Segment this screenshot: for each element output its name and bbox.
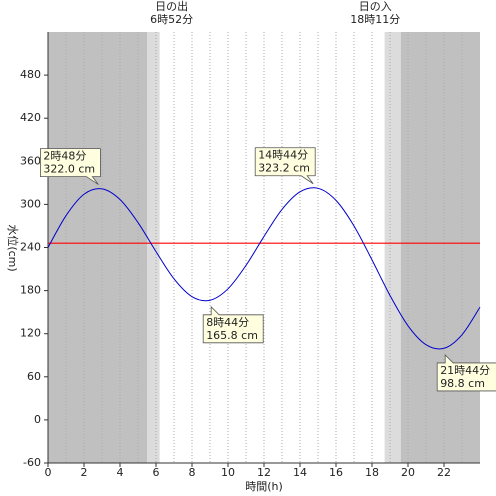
y-tick-label: 480 [20,68,41,81]
callout-time: 2時48分 [43,150,86,163]
sun-label: 日の出 [155,0,188,13]
x-axis-label: 時間(h) [245,480,283,493]
night-band [48,32,147,463]
callout-time: 21時44分 [440,364,490,377]
callout-value: 323.2 cm [258,162,310,175]
y-tick-label: 360 [20,154,41,167]
y-tick-label: -60 [23,456,41,469]
y-tick-label: 420 [20,111,41,124]
callout-box [436,353,496,392]
y-tick-label: 240 [20,241,41,254]
night-band [400,32,480,463]
x-tick-label: 12 [257,466,271,479]
sun-label: 日の入 [359,0,392,13]
y-tick-label: 60 [27,370,41,383]
callout-value: 165.8 cm [206,329,258,342]
x-tick-label: 4 [117,466,124,479]
tide-line [47,187,481,350]
y-tick-label: 120 [20,327,41,340]
callout-value: 322.0 cm [43,163,95,176]
x-tick-label: 0 [45,466,52,479]
y-tick-label: 0 [34,413,41,426]
x-tick-label: 2 [81,466,88,479]
x-tick-label: 22 [437,466,451,479]
y-tick-label: 180 [20,284,41,297]
x-tick-label: 16 [329,466,343,479]
y-tick-label: 300 [20,197,41,210]
y-axis-label: 水位(cm) [6,224,20,271]
callout-time: 14時44分 [258,149,308,162]
callout-value: 98.8 cm [440,377,485,390]
callout-time: 8時44分 [206,316,249,329]
sun-time: 6時52分 [150,13,193,26]
sun-time: 18時11分 [350,13,400,26]
callout-box [202,305,264,344]
x-tick-label: 10 [221,466,235,479]
callout-box [40,148,101,185]
night-band [384,32,401,463]
callout-box [254,147,316,185]
x-tick-label: 14 [293,466,307,479]
x-tick-label: 8 [189,466,196,479]
x-tick-label: 18 [365,466,379,479]
x-tick-label: 6 [153,466,160,479]
x-tick-label: 20 [401,466,415,479]
